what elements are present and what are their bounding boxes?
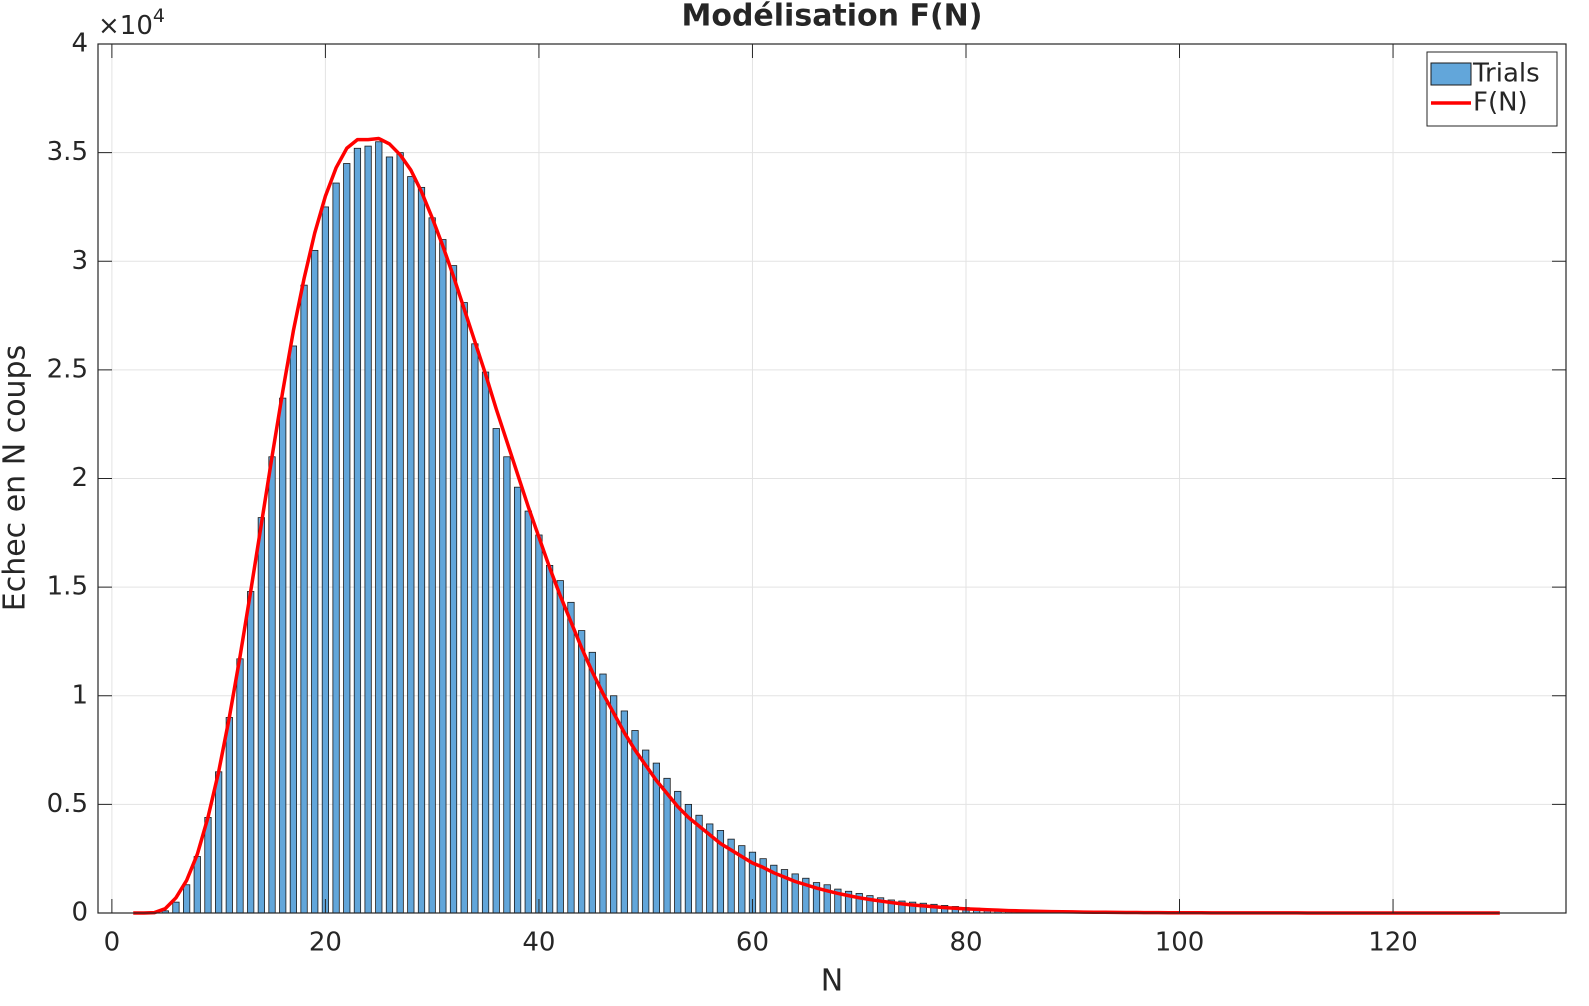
- x-tick-label: 100: [1155, 928, 1205, 958]
- bar: [513, 486, 522, 914]
- y-tick-label: 4: [71, 29, 88, 59]
- bar: [172, 901, 180, 914]
- bar: [492, 428, 500, 914]
- legend-label: F(N): [1473, 88, 1528, 118]
- bar: [460, 302, 468, 914]
- y-multiplier: ×104: [98, 5, 165, 41]
- bar: [236, 658, 244, 914]
- bar: [481, 371, 490, 914]
- y-tick-label: 0: [71, 898, 88, 928]
- bar: [268, 456, 276, 914]
- bar: [407, 176, 415, 914]
- bar: [364, 145, 372, 914]
- bar: [300, 284, 308, 914]
- x-tick-label: 60: [736, 928, 769, 958]
- legend-label: Trials: [1472, 59, 1540, 89]
- y-tick-label: 3.5: [47, 137, 88, 167]
- legend-swatch: [1430, 62, 1472, 86]
- x-tick-label: 80: [949, 928, 982, 958]
- bar: [204, 817, 212, 914]
- bar: [417, 186, 426, 914]
- bar: [225, 717, 233, 914]
- y-tick-label: 1: [71, 680, 88, 710]
- y-tick-label: 2: [71, 463, 88, 493]
- bar: [279, 397, 287, 914]
- bar: [343, 163, 351, 914]
- x-tick-label: 40: [522, 928, 555, 958]
- bar: [642, 749, 650, 914]
- bar: [439, 239, 447, 914]
- bar: [311, 249, 319, 914]
- bar: [599, 673, 607, 914]
- bar: [428, 217, 436, 914]
- x-tick-label: 120: [1368, 928, 1418, 958]
- y-tick-label: 1.5: [47, 572, 88, 602]
- bar: [620, 710, 628, 914]
- bar: [471, 343, 479, 914]
- y-multiplier-base: ×10: [98, 11, 153, 41]
- bar: [396, 152, 404, 914]
- y-axis-label: Echec en N coups: [0, 345, 33, 611]
- bar: [353, 147, 362, 914]
- y-multiplier-exponent: 4: [153, 5, 165, 27]
- x-tick-label: 20: [309, 928, 342, 958]
- bar: [610, 695, 618, 914]
- bar: [385, 156, 394, 914]
- bar: [567, 601, 575, 914]
- bar: [588, 651, 596, 914]
- bar: [193, 856, 201, 914]
- bar: [257, 517, 265, 914]
- bar: [546, 565, 554, 914]
- bar: [321, 206, 330, 914]
- bar: [556, 580, 564, 914]
- bar: [289, 345, 297, 914]
- bar: [183, 884, 191, 914]
- bar: [332, 182, 340, 914]
- bar: [215, 771, 223, 914]
- bar: [247, 591, 255, 914]
- bar: [535, 534, 543, 914]
- bar: [524, 510, 532, 914]
- x-tick-label: 0: [104, 928, 121, 958]
- bar: [631, 730, 639, 914]
- chart-title: Modélisation F(N): [681, 0, 982, 34]
- bar: [578, 630, 586, 914]
- bar: [449, 265, 458, 914]
- y-tick-label: 3: [71, 246, 88, 276]
- y-tick-label: 0.5: [47, 789, 88, 819]
- x-axis-label: N: [821, 964, 843, 999]
- bar: [503, 456, 511, 914]
- bar: [375, 141, 383, 914]
- y-tick-label: 2.5: [47, 354, 88, 384]
